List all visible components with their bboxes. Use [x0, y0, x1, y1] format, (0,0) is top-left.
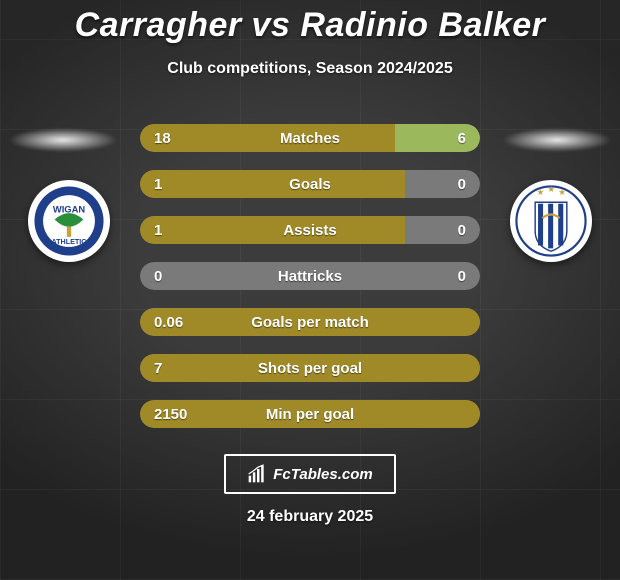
brand-text: FcTables.com: [273, 466, 372, 483]
left-club-badge: WIGAN ATHLETIC: [28, 180, 110, 262]
stat-row: 0Hattricks0: [140, 262, 480, 290]
halo-left: [8, 128, 118, 152]
stat-row: 18Matches6: [140, 124, 480, 152]
halo-right: [502, 128, 612, 152]
date-text: 24 february 2025: [0, 508, 620, 526]
stat-row: 1Goals0: [140, 170, 480, 198]
stat-row: 1Assists0: [140, 216, 480, 244]
svg-text:★: ★: [558, 187, 566, 197]
svg-text:ATHLETIC: ATHLETIC: [52, 237, 87, 246]
huddersfield-icon: ★ ★ ★: [515, 185, 587, 257]
right-club-badge: ★ ★ ★: [510, 180, 592, 262]
brand-chart-icon: [247, 464, 267, 484]
stat-value-right: 0: [458, 222, 466, 239]
wigan-icon: WIGAN ATHLETIC: [33, 185, 105, 257]
stat-label: Goals: [140, 176, 480, 193]
stat-label: Hattricks: [140, 268, 480, 285]
page-title: Carragher vs Radinio Balker: [0, 6, 620, 45]
stat-row: 2150Min per goal: [140, 400, 480, 428]
subtitle: Club competitions, Season 2024/2025: [0, 60, 620, 78]
stat-value-right: 0: [458, 176, 466, 193]
stat-label: Matches: [140, 130, 480, 147]
stat-label: Shots per goal: [140, 360, 480, 377]
brand-box: FcTables.com: [224, 454, 396, 494]
stat-value-right: 0: [458, 268, 466, 285]
svg-text:★: ★: [547, 185, 555, 194]
svg-text:WIGAN: WIGAN: [53, 204, 85, 214]
svg-text:★: ★: [537, 187, 545, 197]
stat-label: Assists: [140, 222, 480, 239]
stat-row: 0.06Goals per match: [140, 308, 480, 336]
stat-label: Goals per match: [140, 314, 480, 331]
stat-value-right: 6: [458, 130, 466, 147]
stat-label: Min per goal: [140, 406, 480, 423]
stat-row: 7Shots per goal: [140, 354, 480, 382]
stats-container: 18Matches61Goals01Assists00Hattricks00.0…: [140, 124, 480, 428]
